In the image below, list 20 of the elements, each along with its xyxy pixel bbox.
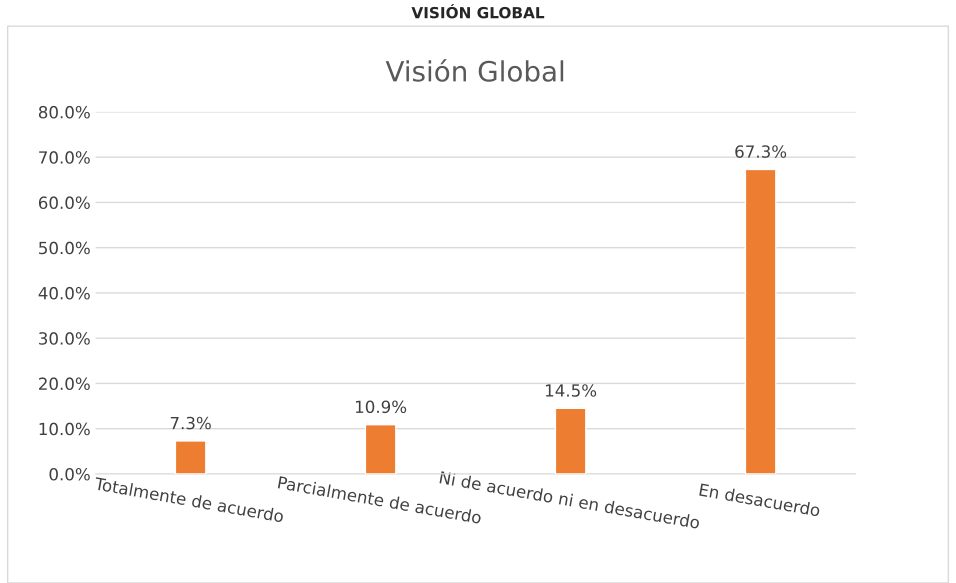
y-tick-label: 50.0% (39, 242, 90, 254)
bar (364, 424, 397, 474)
y-tick-label: 10.0% (40, 422, 90, 436)
data-label: 7.3% (170, 416, 211, 430)
x-tick-label: En desacuerdo (699, 482, 820, 517)
data-label: 14.5% (546, 384, 596, 397)
bar (174, 440, 206, 474)
data-label: 10.9% (356, 400, 406, 414)
bar (744, 168, 777, 474)
y-tick-label: 70.0% (39, 151, 90, 164)
text: VISIÓN GLOBAL (411, 4, 544, 18)
y-tick-label: 0.0% (49, 468, 90, 481)
y-tick-label: 20.0% (39, 377, 90, 390)
y-tick-label: 40.0% (38, 286, 90, 300)
y-tick-label: 60.0% (38, 196, 90, 210)
data-label: 67.3% (735, 145, 786, 158)
y-tick-label: 30.0% (39, 332, 90, 345)
chart-title: Visión Global (386, 59, 564, 82)
y-tick-label: 80.0% (38, 106, 90, 119)
bar (554, 408, 587, 474)
